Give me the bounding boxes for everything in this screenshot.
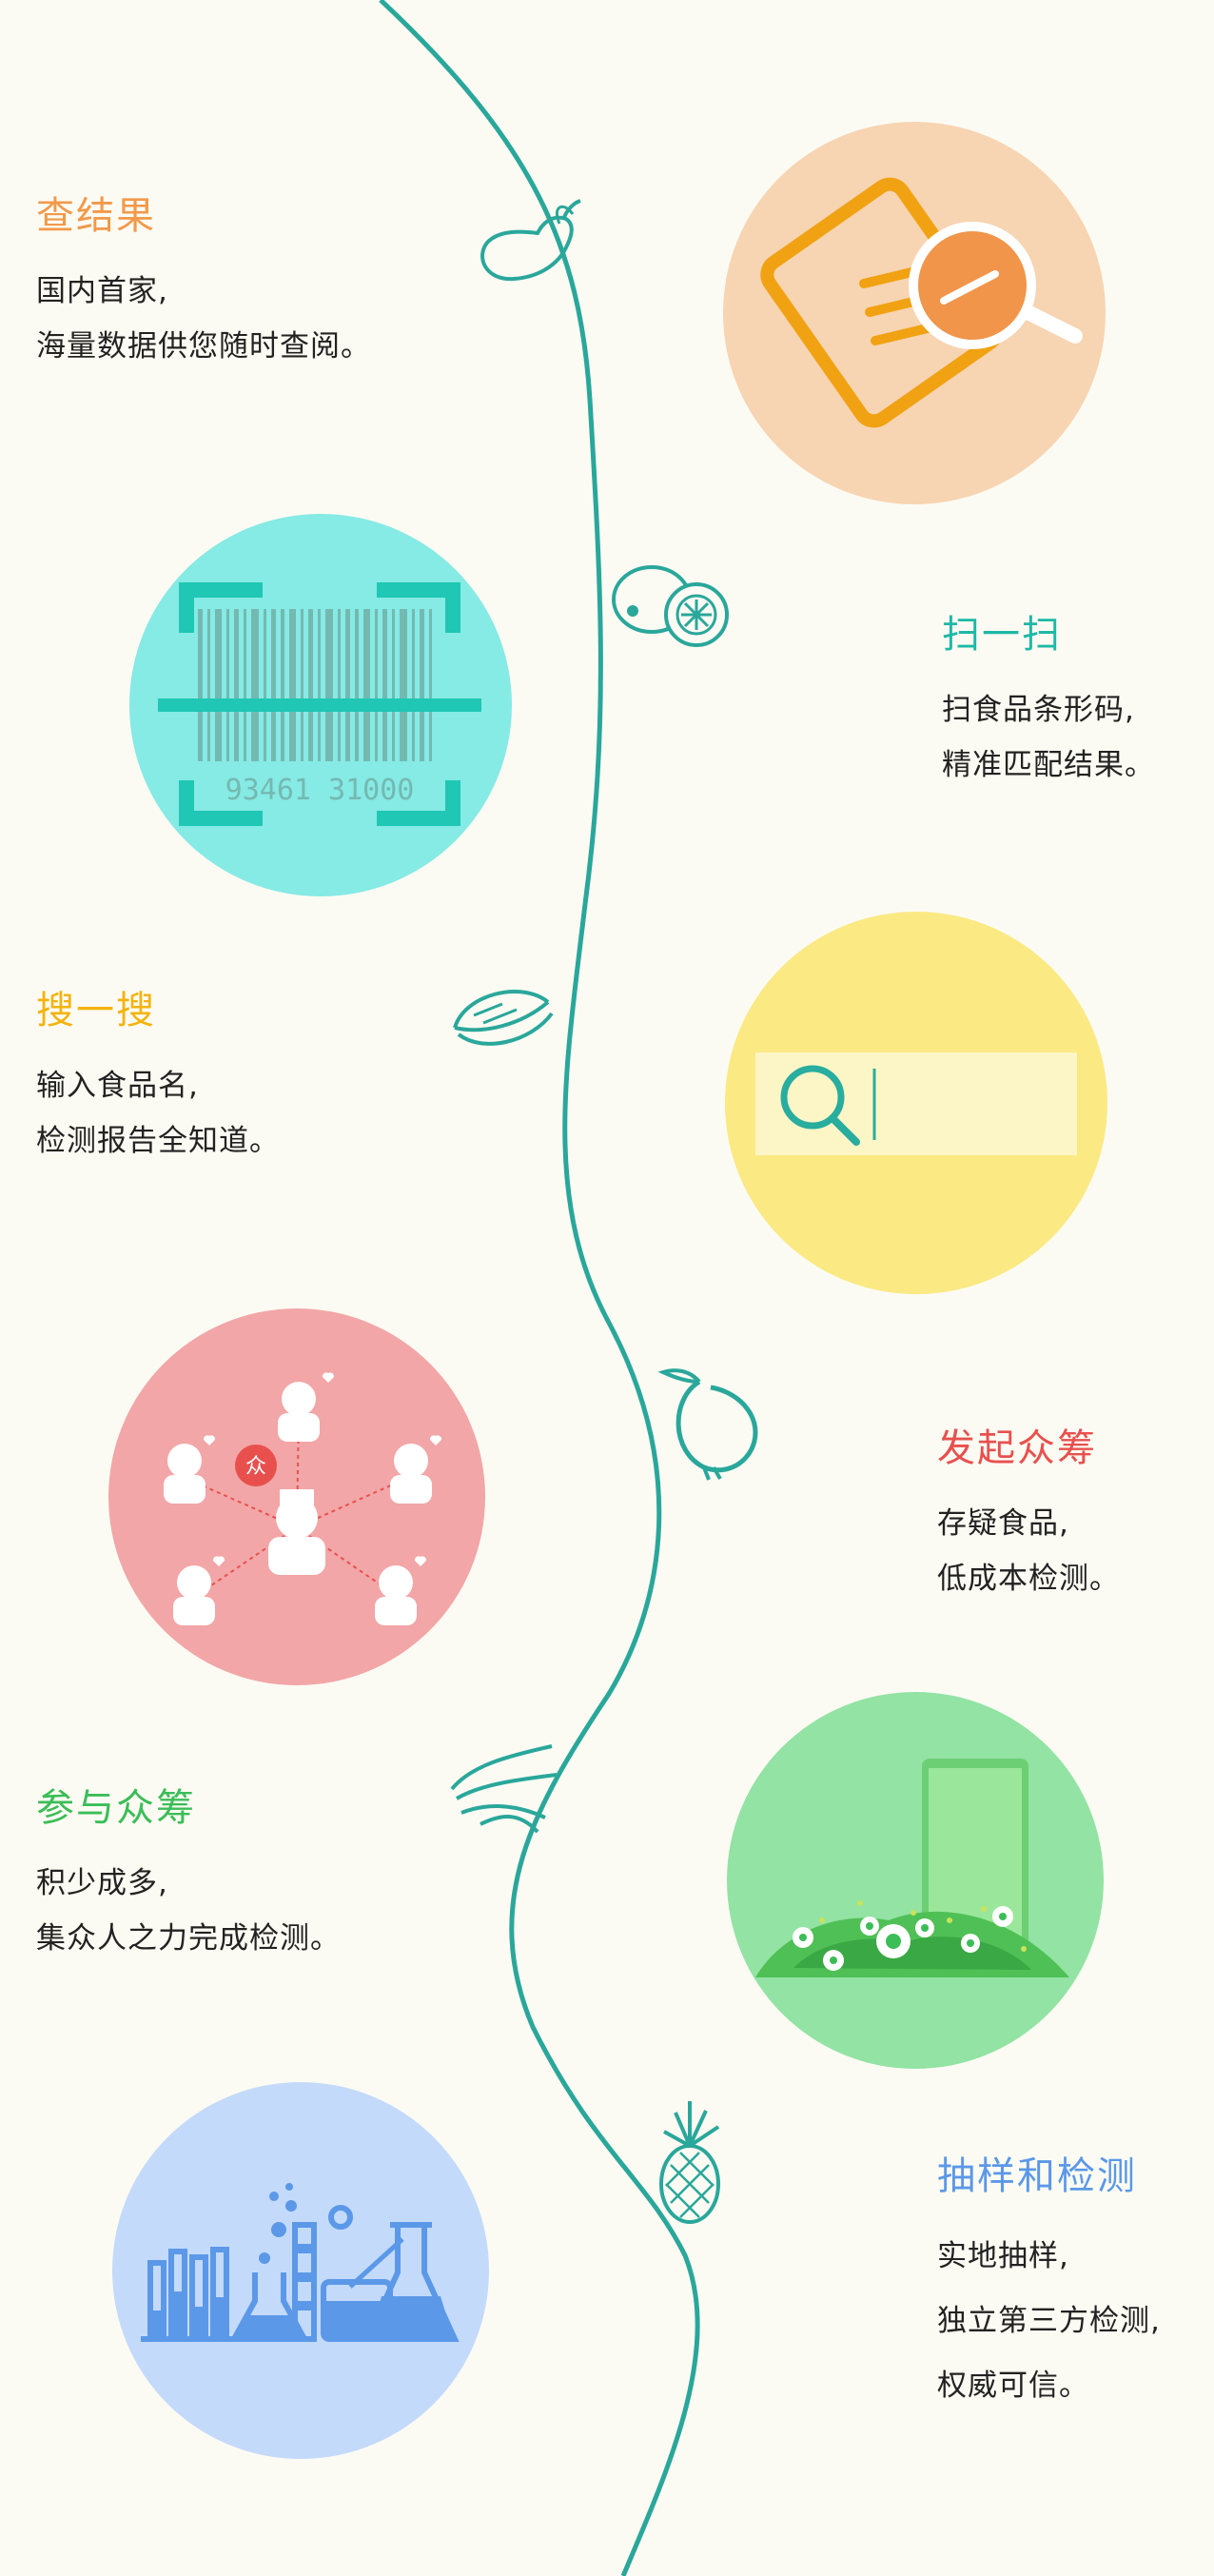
feature-line: 低成本检测。 <box>937 1562 1120 1596</box>
feature-check-results: 查结果 国内首家, 海量数据供您随时查阅。 <box>36 195 531 374</box>
search-bar-icon <box>725 912 1107 1294</box>
feature-title: 发起众筹 <box>937 1426 1097 1470</box>
onion-icon <box>657 1368 758 1481</box>
feature-line: 权威可信。 <box>937 2369 1089 2403</box>
feature-line: 扫食品条形码, <box>942 693 1135 727</box>
feature-line: 输入食品名, <box>36 1069 199 1103</box>
feature-join: 参与众筹 积少成多, 集众人之力完成检测。 <box>36 1787 531 1966</box>
feature-line: 集众人之力完成检测。 <box>36 1921 341 1956</box>
laboratory-icon <box>112 2082 489 2459</box>
pineapple-icon <box>659 2101 720 2224</box>
phone-map-icon <box>727 1692 1104 2069</box>
barcode-number: 93461 31000 <box>225 774 415 807</box>
kiwi-icon <box>612 565 729 647</box>
crowd-network-icon: 众 <box>108 1308 485 1685</box>
feature-line: 国内首家, <box>36 274 168 308</box>
sandwich-icon <box>453 990 554 1046</box>
document-search-icon <box>723 122 1106 504</box>
feature-line: 海量数据供您随时查阅。 <box>36 329 371 364</box>
feature-title: 查结果 <box>36 194 156 238</box>
feature-line: 积少成多, <box>36 1866 168 1900</box>
feature-line: 独立第三方检测, <box>937 2304 1161 2338</box>
feature-search: 搜一搜 输入食品名, 检测报告全知道。 <box>36 990 531 1169</box>
pear-icon <box>480 199 581 282</box>
feature-crowdfund: 发起众筹 存疑食品, 低成本检测。 <box>937 1427 1208 1606</box>
feature-line: 检测报告全知道。 <box>36 1124 280 1158</box>
chili-icon <box>450 1744 558 1834</box>
feature-title: 搜一搜 <box>36 989 156 1032</box>
feature-line: 实地抽样, <box>937 2239 1069 2273</box>
feature-line: 存疑食品, <box>937 1506 1069 1541</box>
feature-title: 抽样和检测 <box>937 2154 1137 2198</box>
feature-scan: 扫一扫 扫食品条形码, 精准匹配结果。 <box>942 614 1208 793</box>
crowd-badge: 众 <box>245 1455 266 1479</box>
feature-title: 参与众筹 <box>36 1786 196 1830</box>
barcode-scan-icon: 93461 31000 <box>129 514 512 896</box>
feature-sampling: 抽样和检测 实地抽样, 独立第三方检测, 权威可信。 <box>937 2155 1208 2418</box>
feature-title: 扫一扫 <box>942 613 1062 657</box>
feature-line: 精准匹配结果。 <box>942 748 1155 782</box>
